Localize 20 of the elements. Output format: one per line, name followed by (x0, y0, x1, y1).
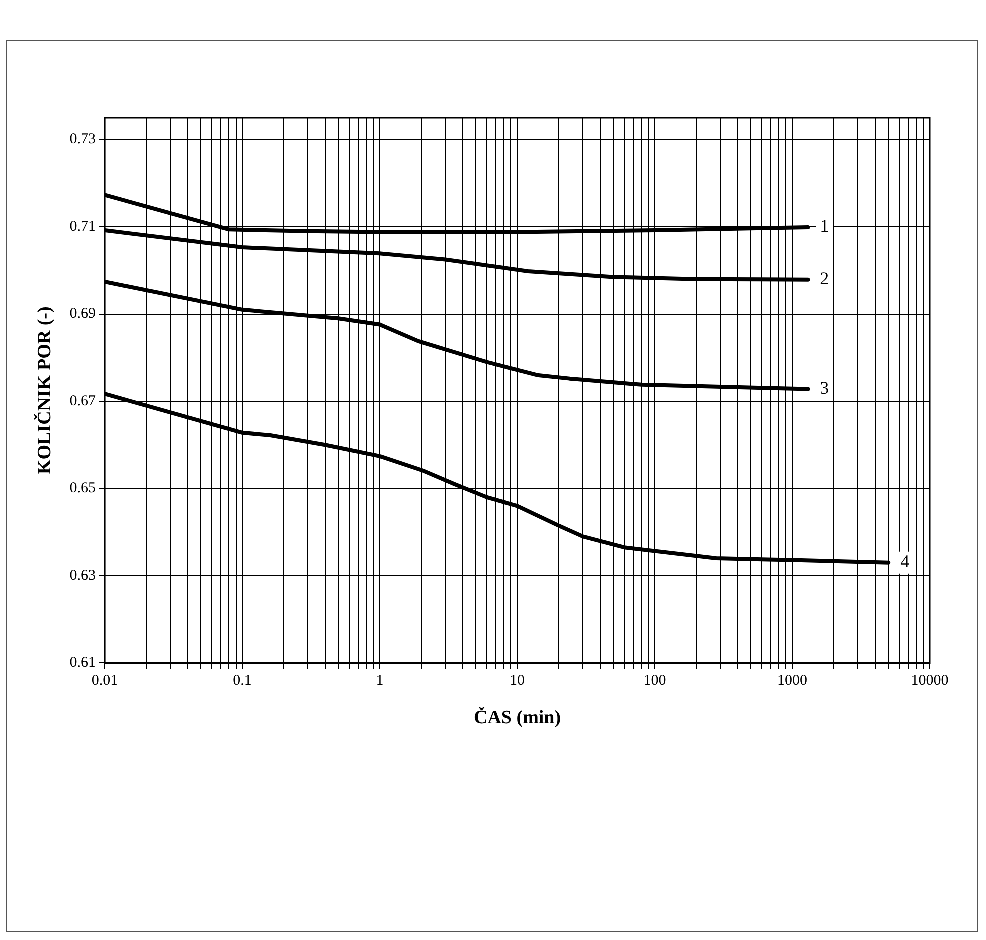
y-tick-label: 0.61 (70, 655, 96, 672)
y-tick-label: 0.65 (70, 480, 96, 497)
y-tick-label: 0.73 (70, 132, 96, 148)
y-tick-label: 0.69 (70, 306, 96, 322)
series-label: 3 (820, 378, 830, 398)
x-tick-label: 10000 (911, 673, 949, 690)
series-label: 2 (820, 268, 830, 289)
x-axis-title: ČAS (min) (474, 706, 562, 729)
x-tick-label: 1000 (778, 673, 808, 690)
x-tick-label: 100 (644, 673, 666, 690)
series-label: 4 (900, 552, 910, 572)
y-axis-title: KOLIČNIK POR (-) (33, 306, 56, 475)
x-tick-label: 10 (510, 673, 526, 690)
series-label: 1 (820, 216, 830, 236)
x-tick-label: 0.1 (233, 673, 252, 690)
y-tick-label: 0.71 (70, 218, 96, 235)
x-tick-label: 1 (376, 673, 384, 690)
x-tick-label: 0.01 (92, 673, 118, 690)
y-tick-label: 0.67 (70, 393, 97, 410)
y-tick-label: 0.63 (70, 568, 96, 584)
